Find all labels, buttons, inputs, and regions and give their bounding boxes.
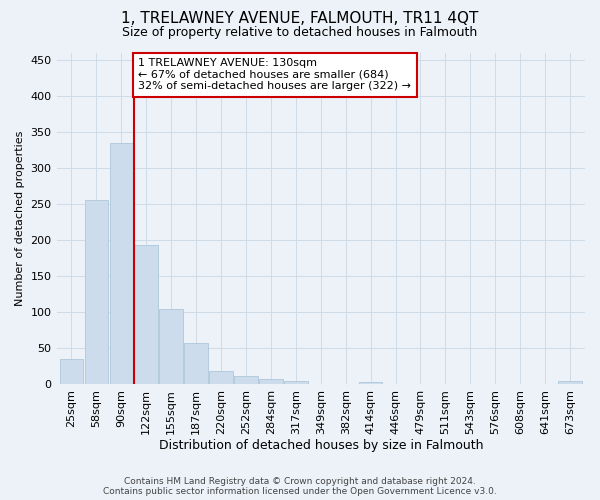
Text: 1 TRELAWNEY AVENUE: 130sqm
← 67% of detached houses are smaller (684)
32% of sem: 1 TRELAWNEY AVENUE: 130sqm ← 67% of deta… — [138, 58, 411, 92]
X-axis label: Distribution of detached houses by size in Falmouth: Distribution of detached houses by size … — [158, 440, 483, 452]
Bar — [184, 343, 208, 384]
Bar — [85, 200, 108, 384]
Bar — [160, 309, 183, 384]
Bar — [209, 371, 233, 384]
Bar — [558, 381, 582, 384]
Bar — [234, 376, 258, 384]
Bar — [359, 382, 382, 384]
Bar — [259, 379, 283, 384]
Text: Size of property relative to detached houses in Falmouth: Size of property relative to detached ho… — [122, 26, 478, 39]
Text: 1, TRELAWNEY AVENUE, FALMOUTH, TR11 4QT: 1, TRELAWNEY AVENUE, FALMOUTH, TR11 4QT — [121, 11, 479, 26]
Bar — [284, 381, 308, 384]
Text: Contains HM Land Registry data © Crown copyright and database right 2024.
Contai: Contains HM Land Registry data © Crown c… — [103, 476, 497, 496]
Bar — [110, 142, 133, 384]
Bar — [59, 358, 83, 384]
Bar — [134, 245, 158, 384]
Y-axis label: Number of detached properties: Number of detached properties — [15, 130, 25, 306]
